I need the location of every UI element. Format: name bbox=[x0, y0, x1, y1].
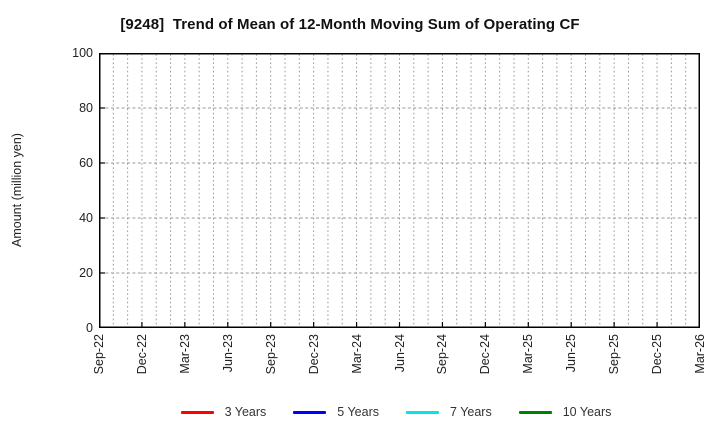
x-tick-label: Jun-24 bbox=[392, 334, 407, 373]
legend-label: 3 Years bbox=[224, 405, 267, 419]
y-tick-label: 40 bbox=[79, 211, 93, 225]
x-tick-label: Sep-24 bbox=[435, 334, 450, 375]
x-tick-label: Sep-23 bbox=[263, 334, 278, 375]
x-tick-label: Jun-23 bbox=[220, 334, 235, 373]
y-axis-title: Amount (million yen) bbox=[10, 133, 24, 247]
legend-line-swatch bbox=[406, 410, 440, 414]
y-tick-label: 0 bbox=[86, 321, 93, 335]
legend-label: 7 Years bbox=[450, 405, 492, 419]
grid-svg bbox=[99, 53, 700, 328]
legend-label: 5 Years bbox=[337, 405, 380, 419]
legend-line-swatch bbox=[293, 410, 327, 414]
x-tick-label: Mar-26 bbox=[693, 334, 707, 374]
x-tick-label: Mar-25 bbox=[521, 334, 536, 374]
plot-area bbox=[99, 53, 700, 328]
legend-item-3-years: 3 Years bbox=[180, 405, 267, 419]
x-tick-label: Mar-24 bbox=[349, 334, 364, 374]
y-tick-label: 100 bbox=[72, 46, 93, 60]
legend: 3 Years 5 Years 7 Years 10 Years bbox=[36, 405, 720, 419]
x-tick-label: Dec-25 bbox=[650, 334, 665, 375]
x-tick-label: Mar-23 bbox=[177, 334, 192, 374]
legend-item-10-years: 10 Years bbox=[518, 405, 612, 419]
legend-line-swatch bbox=[180, 410, 214, 414]
x-tick-label: Jun-25 bbox=[564, 334, 579, 373]
y-tick-label: 80 bbox=[79, 101, 93, 115]
plot-border bbox=[99, 53, 700, 328]
legend-item-5-years: 5 Years bbox=[293, 405, 379, 419]
legend-label: 10 Years bbox=[562, 405, 612, 419]
chart-title: [9248] Trend of Mean of 12-Month Moving … bbox=[120, 16, 580, 33]
legend-item-7-years: 7 Years bbox=[406, 405, 492, 419]
x-tick-label: Dec-24 bbox=[478, 334, 493, 375]
legend-line-swatch bbox=[518, 410, 552, 414]
y-tick-label: 60 bbox=[79, 156, 93, 170]
x-tick-label: Sep-22 bbox=[92, 334, 106, 375]
y-tick-label: 20 bbox=[79, 266, 93, 280]
x-tick-label: Dec-22 bbox=[134, 334, 149, 375]
x-tick-label: Sep-25 bbox=[607, 334, 622, 375]
x-tick-label: Dec-23 bbox=[306, 334, 321, 375]
